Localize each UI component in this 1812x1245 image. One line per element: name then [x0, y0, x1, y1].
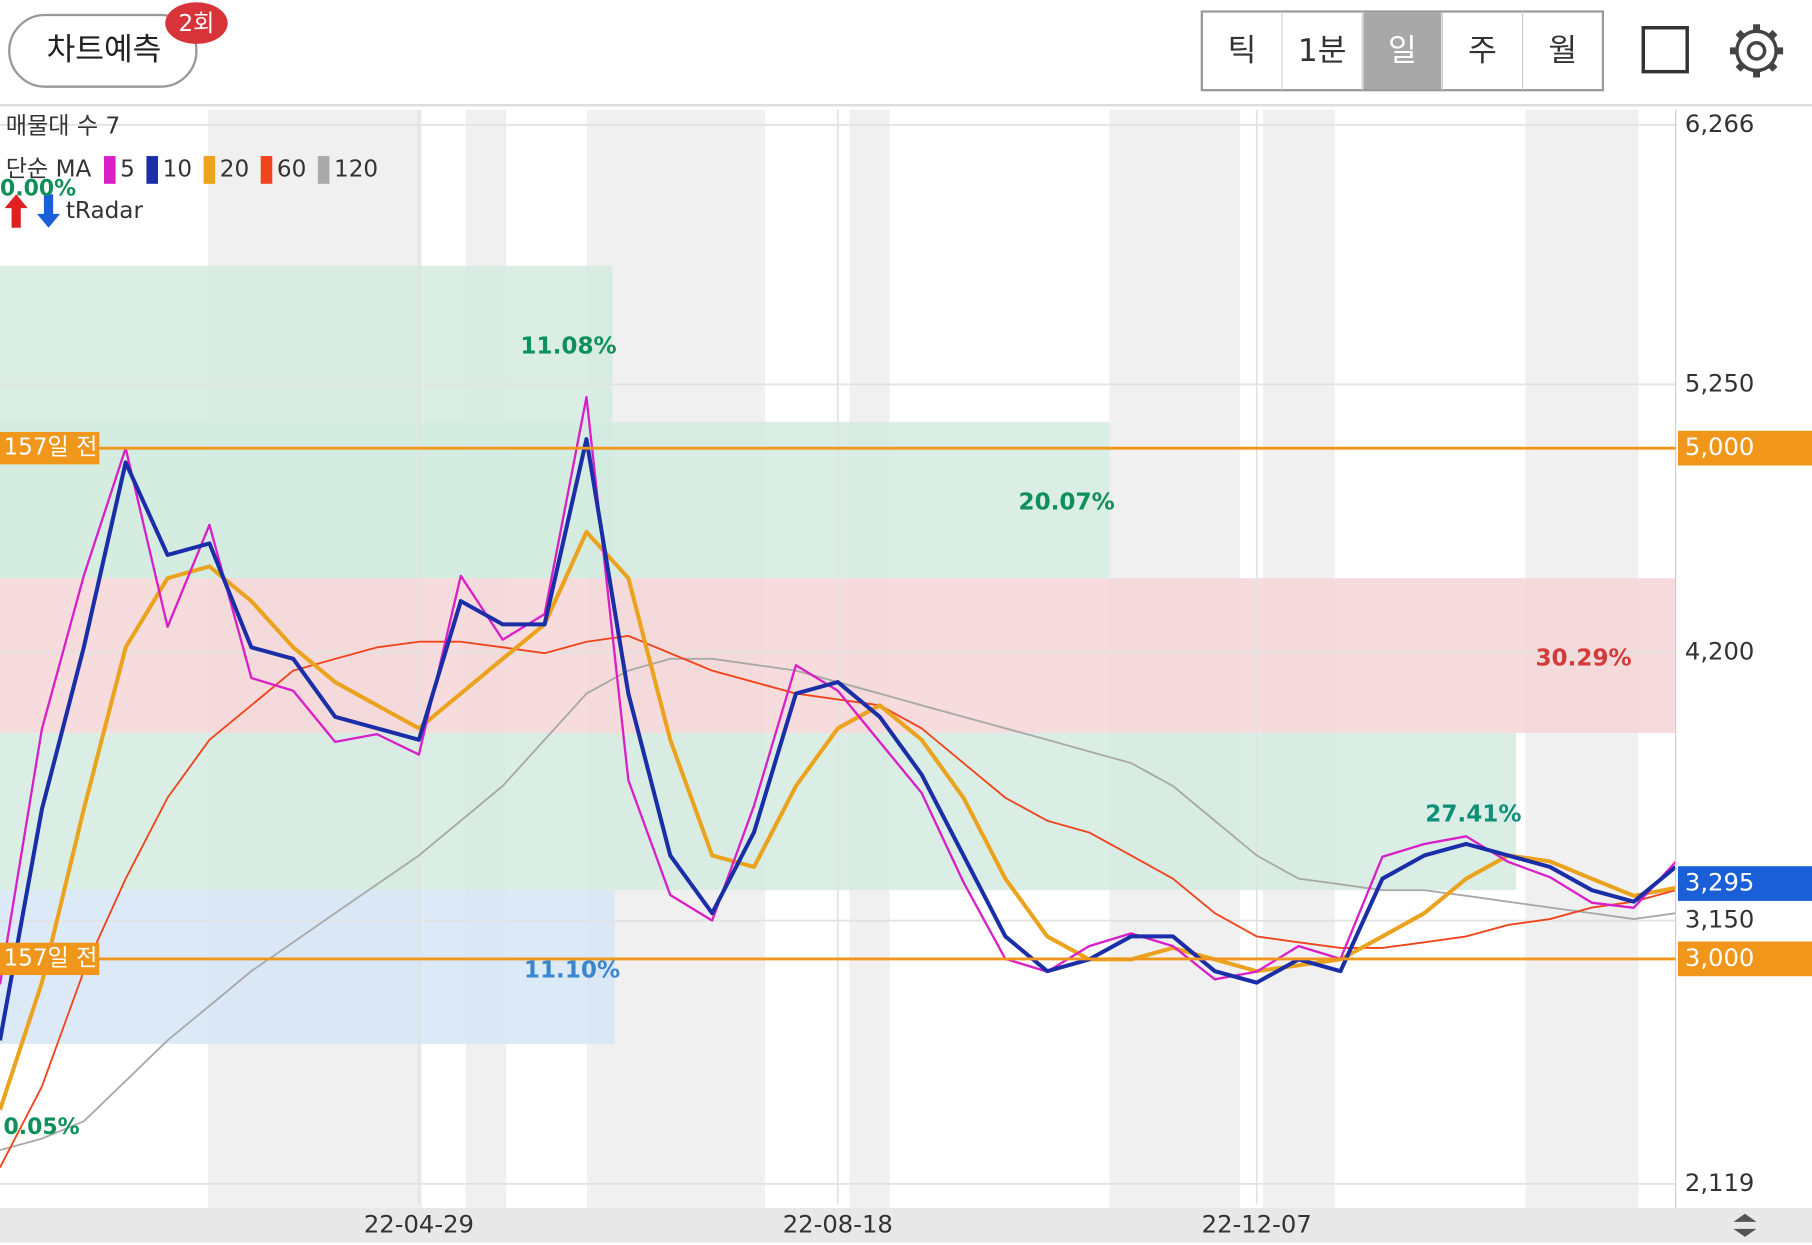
y-tick-label: 6,266 — [1685, 109, 1754, 138]
ma-line — [0, 634, 1676, 1168]
plot — [0, 109, 1677, 1205]
level-price-box — [1677, 941, 1812, 977]
period-button[interactable] — [1523, 12, 1602, 90]
ma-line — [0, 395, 1677, 985]
volume-zone — [0, 890, 615, 1044]
level-note: 157일 전 — [3, 435, 97, 461]
legend-swatch — [317, 156, 330, 184]
settings-icon[interactable] — [1729, 24, 1784, 78]
period-label: 월 — [1548, 33, 1577, 69]
y-tick-label: 4,200 — [1685, 636, 1754, 665]
level-price: 5,000 — [1685, 432, 1754, 461]
period-label: 주 — [1468, 33, 1497, 69]
legend-label: 5 — [120, 156, 135, 182]
period-selector: 틱 1분 일 주 월 — [1200, 10, 1604, 92]
overlay-label: 매물대 수 7 — [6, 114, 120, 140]
legend-swatch — [260, 156, 273, 184]
zone-label: 30.29% — [1535, 645, 1631, 671]
predict-text: 차트예측 — [47, 32, 162, 68]
legend-swatch — [203, 156, 216, 184]
x-tick-label: 22-12-07 — [1202, 1209, 1312, 1238]
legend: 5 10 20 60 120 — [104, 156, 378, 184]
period-button[interactable] — [1363, 12, 1442, 90]
zone-label: 27.41% — [1425, 801, 1521, 827]
current-price: 3,295 — [1685, 868, 1754, 897]
period-label: 일 — [1388, 33, 1417, 69]
level-price-box — [1677, 430, 1812, 466]
volume-zone — [0, 732, 1517, 891]
zone-label: 20.07% — [1019, 489, 1115, 515]
zone-label: 11.08% — [520, 333, 616, 359]
legend-label: 20 — [220, 156, 249, 182]
current-price-box — [1677, 866, 1812, 901]
down-arrow — [36, 194, 61, 228]
bottom-left-pct: 0.05% — [3, 1115, 79, 1140]
legend-swatch — [146, 156, 158, 184]
legend-label: 10 — [163, 156, 192, 182]
legend-swatch — [104, 156, 116, 184]
legend-label: 60 — [277, 156, 306, 182]
square-icon[interactable] — [1641, 26, 1689, 74]
radar-label: tRadar — [66, 198, 144, 224]
ma-line — [0, 529, 1677, 1111]
period-label: 1분 — [1298, 33, 1347, 69]
period-button[interactable] — [1202, 12, 1281, 90]
x-axis-bar — [0, 1208, 1812, 1243]
up-arrow — [4, 194, 28, 228]
top-left-pct: 0.00% — [0, 177, 76, 202]
predict-button[interactable] — [8, 13, 198, 88]
x-tick-label: 22-04-29 — [364, 1209, 474, 1238]
y-tick-label: 2,119 — [1685, 1168, 1754, 1197]
gear-teeth — [1729, 24, 1784, 78]
badge-text: 2회 — [178, 11, 214, 37]
gear-ring — [1735, 29, 1778, 73]
ma-label: 단순 MA — [6, 156, 92, 182]
x-tick-label: 22-08-18 — [783, 1209, 893, 1238]
level-price: 3,000 — [1685, 943, 1754, 972]
y-tick-label: 3,150 — [1685, 905, 1754, 934]
ma-line — [0, 437, 1677, 1041]
period-button[interactable] — [1283, 12, 1362, 90]
level-note-box — [0, 431, 100, 465]
period-label: 틱 — [1228, 33, 1257, 69]
period-button[interactable] — [1443, 12, 1522, 90]
badge — [165, 2, 228, 44]
gear-hub — [1746, 41, 1767, 61]
resize-handle[interactable] — [1733, 1213, 1757, 1237]
level-note-box — [0, 942, 100, 976]
y-tick-label: 5,250 — [1685, 368, 1754, 397]
legend-label: 120 — [334, 156, 378, 182]
zone-label: 11.10% — [524, 958, 620, 984]
level-note: 157일 전 — [3, 945, 97, 971]
